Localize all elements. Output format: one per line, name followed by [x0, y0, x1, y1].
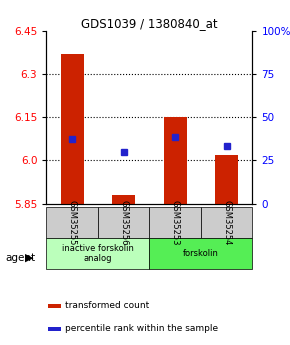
Text: transformed count: transformed count [65, 301, 149, 310]
Text: inactive forskolin
analog: inactive forskolin analog [62, 244, 134, 263]
Text: GSM35255: GSM35255 [68, 200, 77, 245]
Bar [164, 117, 187, 204]
Bar [46, 238, 149, 269]
Bar [46, 207, 98, 238]
Bar [201, 207, 252, 238]
Text: agent: agent [6, 253, 36, 263]
Bar [48, 327, 61, 331]
Text: forskolin: forskolin [183, 249, 219, 258]
Bar [61, 54, 84, 204]
Bar [149, 207, 201, 238]
Text: GSM35253: GSM35253 [171, 200, 180, 245]
Text: GSM35256: GSM35256 [119, 200, 128, 245]
Text: GSM35254: GSM35254 [222, 200, 231, 245]
Bar [98, 207, 149, 238]
Bar [112, 195, 135, 204]
Bar [149, 238, 252, 269]
Title: GDS1039 / 1380840_at: GDS1039 / 1380840_at [81, 17, 218, 30]
Text: percentile rank within the sample: percentile rank within the sample [65, 325, 218, 334]
Bar [48, 304, 61, 308]
Text: ▶: ▶ [25, 253, 33, 263]
Bar [215, 155, 238, 204]
